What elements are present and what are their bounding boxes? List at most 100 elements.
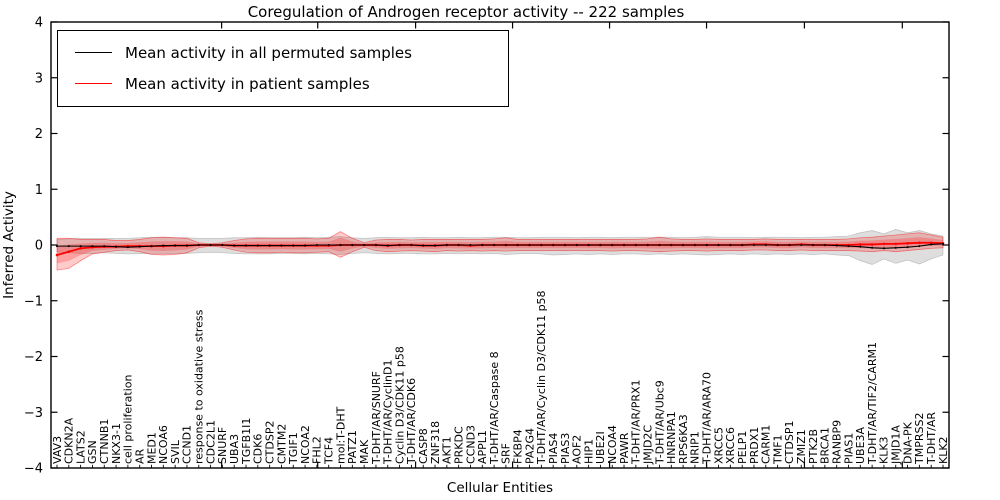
svg-text:T-DHT/AR/Caspase 8: T-DHT/AR/Caspase 8 <box>488 351 501 465</box>
legend-item-patient: Mean activity in patient samples <box>58 68 508 99</box>
black-line-swatch <box>75 52 112 53</box>
svg-text:CASP8: CASP8 <box>417 428 430 464</box>
svg-text:−1: −1 <box>24 294 43 309</box>
svg-text:mol:T-DHT: mol:T-DHT <box>334 406 347 464</box>
svg-text:ZMIZ1: ZMIZ1 <box>795 429 808 464</box>
svg-text:LATS2: LATS2 <box>74 430 87 464</box>
svg-text:CTDSP2: CTDSP2 <box>263 421 276 464</box>
svg-text:CTNNB1: CTNNB1 <box>98 419 111 464</box>
svg-text:UBE3A: UBE3A <box>854 426 867 464</box>
legend-label-permuted: Mean activity in all permuted samples <box>125 43 412 62</box>
svg-text:T-DHT/AR/PRX1: T-DHT/AR/PRX1 <box>630 379 643 465</box>
chart-title: Coregulation of Androgen receptor activi… <box>247 3 685 21</box>
y-tick-labels: −4 −3 −2 −1 0 1 2 3 4 <box>24 16 43 477</box>
svg-text:PIAS4: PIAS4 <box>547 433 560 464</box>
svg-text:TMF1: TMF1 <box>771 434 784 465</box>
svg-text:−4: −4 <box>24 462 43 477</box>
svg-text:HIP1: HIP1 <box>582 439 595 464</box>
svg-text:0: 0 <box>35 239 43 254</box>
svg-text:RPS6KA3: RPS6KA3 <box>677 414 690 464</box>
svg-text:SRF: SRF <box>500 443 513 464</box>
svg-text:PIAS3: PIAS3 <box>559 433 572 464</box>
svg-text:T-DHT/AR/SNURF: T-DHT/AR/SNURF <box>370 371 383 465</box>
svg-text:PRKDC: PRKDC <box>452 426 465 464</box>
svg-text:−2: −2 <box>24 350 43 365</box>
svg-text:NRIP1: NRIP1 <box>689 431 702 464</box>
svg-text:T-DHT/AR/Cyclin D3/CDK11 p58: T-DHT/AR/Cyclin D3/CDK11 p58 <box>535 290 548 465</box>
confidence-bands <box>56 229 944 271</box>
svg-text:PIAS1: PIAS1 <box>842 433 855 464</box>
svg-text:RANBP9: RANBP9 <box>830 420 843 464</box>
svg-text:CTDSP1: CTDSP1 <box>783 421 796 464</box>
svg-text:PA2G4: PA2G4 <box>523 428 536 464</box>
svg-text:DNA-PK: DNA-PK <box>901 421 914 464</box>
svg-text:NCOA2: NCOA2 <box>299 425 312 464</box>
svg-text:UBE2I: UBE2I <box>594 431 607 464</box>
series-lines <box>55 241 945 257</box>
svg-text:SNURF: SNURF <box>216 427 229 464</box>
svg-text:NCOA6: NCOA6 <box>157 425 170 464</box>
svg-text:GSN: GSN <box>86 440 99 464</box>
svg-text:KLK3: KLK3 <box>878 436 891 464</box>
svg-text:CDKN2A: CDKN2A <box>63 417 76 464</box>
svg-text:PELP1: PELP1 <box>736 431 749 464</box>
svg-text:TCF4: TCF4 <box>323 437 336 465</box>
svg-text:TMPRSS2: TMPRSS2 <box>913 413 926 465</box>
svg-text:KLK2: KLK2 <box>937 436 950 464</box>
svg-text:HNRNPA1: HNRNPA1 <box>665 411 678 464</box>
svg-text:XRCC5: XRCC5 <box>712 427 725 464</box>
svg-text:PRDX1: PRDX1 <box>748 427 761 464</box>
svg-text:3: 3 <box>35 71 43 86</box>
svg-text:FKBP4: FKBP4 <box>512 429 525 464</box>
svg-text:ZNF318: ZNF318 <box>429 421 442 464</box>
svg-text:T-DHT/AR/ARA70: T-DHT/AR/ARA70 <box>701 372 714 465</box>
svg-text:MAK: MAK <box>358 439 371 464</box>
svg-text:SVIL: SVIL <box>169 439 182 464</box>
svg-text:CDK6: CDK6 <box>252 434 265 464</box>
svg-text:4: 4 <box>35 16 43 31</box>
x-axis-label: Cellular Entities <box>446 480 554 496</box>
svg-text:T-DHT/AR/CyclinD1: T-DHT/AR/CyclinD1 <box>382 359 395 465</box>
svg-text:T-DHT/AR/Ubc9: T-DHT/AR/Ubc9 <box>653 380 666 465</box>
svg-text:cell proliferation: cell proliferation <box>122 374 135 464</box>
svg-text:PTK2B: PTK2B <box>807 429 820 464</box>
svg-text:CMTM2: CMTM2 <box>275 424 288 464</box>
svg-text:CCND3: CCND3 <box>464 425 477 464</box>
red-line-swatch <box>75 83 112 84</box>
axis-frame <box>50 21 950 469</box>
svg-text:response to oxidative stress: response to oxidative stress <box>193 309 206 464</box>
svg-text:BRCA1: BRCA1 <box>819 427 832 464</box>
svg-text:T-DHT/AR/TIF2/CARM1: T-DHT/AR/TIF2/CARM1 <box>866 342 879 465</box>
svg-text:XRCC6: XRCC6 <box>724 427 737 464</box>
svg-text:APPL1: APPL1 <box>476 430 489 464</box>
legend-label-patient: Mean activity in patient samples <box>125 74 370 93</box>
svg-text:PATZ1: PATZ1 <box>346 430 359 464</box>
svg-text:AKT1: AKT1 <box>441 436 454 464</box>
svg-text:NKX3-1: NKX3-1 <box>110 423 123 464</box>
svg-text:Cyclin D3/CDK11 p58: Cyclin D3/CDK11 p58 <box>393 346 406 464</box>
svg-text:CARM1: CARM1 <box>760 425 773 464</box>
svg-text:AR: AR <box>133 448 146 464</box>
svg-text:TGFB1I1: TGFB1I1 <box>240 418 253 465</box>
svg-text:T-DHT/AR/CDK6: T-DHT/AR/CDK6 <box>405 378 418 465</box>
svg-text:MED1: MED1 <box>145 432 158 464</box>
svg-text:PAWR: PAWR <box>618 432 631 464</box>
svg-text:1: 1 <box>35 183 43 198</box>
svg-text:UBA3: UBA3 <box>228 434 241 464</box>
svg-text:JMJD1A: JMJD1A <box>890 425 903 465</box>
svg-text:NCOA4: NCOA4 <box>606 425 619 464</box>
svg-text:CCND1: CCND1 <box>181 425 194 464</box>
svg-text:AOF2: AOF2 <box>571 435 584 464</box>
svg-text:VAV3: VAV3 <box>51 436 64 464</box>
svg-text:T-DHT/AR: T-DHT/AR <box>925 412 938 465</box>
svg-text:−3: −3 <box>24 406 43 421</box>
legend-item-permuted: Mean activity in all permuted samples <box>58 37 508 68</box>
svg-text:CDC2L1: CDC2L1 <box>204 420 217 464</box>
chart-legend: Mean activity in all permuted samples Me… <box>57 30 509 107</box>
svg-text:TGIF1: TGIF1 <box>287 432 300 465</box>
svg-text:JMJD2C: JMJD2C <box>641 425 654 465</box>
svg-text:2: 2 <box>35 127 43 142</box>
svg-text:FHL2: FHL2 <box>311 436 324 464</box>
